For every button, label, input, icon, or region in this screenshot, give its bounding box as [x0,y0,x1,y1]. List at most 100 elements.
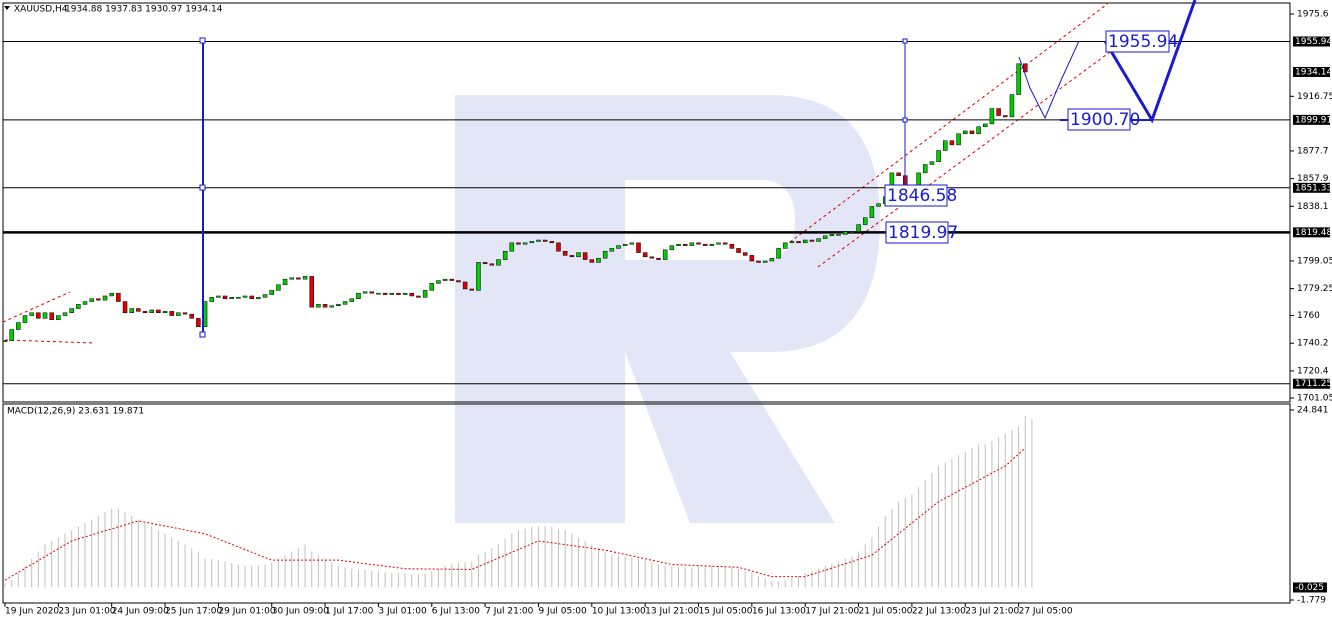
candle [16,322,21,330]
candle [442,278,448,281]
candle [129,308,134,314]
y-tick-label: 1916.75 [1297,92,1332,102]
x-tick-label: 25 Jun 17:00 [165,607,222,617]
candle [296,277,301,280]
candle [776,248,781,259]
candle [802,239,808,244]
macd-signal [4,447,1026,581]
candle [549,241,555,244]
candle [436,280,441,284]
candle [242,295,248,298]
x-tick-label: 15 Jul 05:00 [699,607,753,617]
candle [282,278,288,286]
x-tick-label: 13 Jul 21:00 [645,607,699,617]
candle [742,252,748,256]
candle [62,312,68,316]
level-label: 1899.91 [1295,115,1332,125]
candle [462,281,468,290]
candle [782,242,788,249]
candle [149,309,154,314]
candle [9,329,14,341]
candle [216,295,221,298]
candle [269,290,274,295]
candle [322,304,328,308]
candle [836,234,841,236]
candle [602,250,608,259]
candle [262,294,268,298]
candle [942,140,948,151]
candle [929,161,935,165]
candle [102,295,108,301]
candle [522,242,528,245]
candle [589,259,595,263]
candle [402,292,408,295]
y-tick-label: 1975.6 [1297,9,1329,19]
candle [342,301,348,305]
x-tick-label: 23 Jun 01:00 [58,607,115,617]
candle [656,257,661,260]
candle [36,312,41,319]
candle [822,235,828,239]
candle [329,305,335,308]
level-box [1293,378,1330,389]
candle [249,295,254,300]
candle [109,292,114,297]
x-tick-label: 19 Jun 2020 [5,607,59,617]
candle [336,304,341,307]
candle [56,315,61,320]
candle [182,312,188,315]
candle [489,263,495,266]
candle [416,295,421,298]
y-tick-label: 1720.4 [1297,366,1329,376]
candle [629,242,635,245]
annotation-boxes [884,30,1170,244]
candle [749,255,755,262]
candle [156,309,161,314]
candle [429,283,435,291]
level-box [1293,36,1330,47]
level-box [1293,114,1330,125]
candle [1009,94,1015,118]
candle [136,308,141,312]
level-box [1293,182,1330,193]
x-tick-label: 6 Jul 13:00 [432,607,481,617]
candle [369,291,375,294]
candle [49,312,54,320]
macd-label: MACD(12,26,9) 23.631 19.871 [7,407,144,417]
level-label: 1955.94 [1295,37,1332,47]
annotation: 1819.97 [888,223,958,243]
candle [349,298,355,302]
candle [116,292,121,302]
level-label: 1851.33 [1295,183,1332,193]
candle [709,243,715,246]
candle [302,276,308,280]
candle [89,298,94,302]
x-tick-label: 7 Jul 21:00 [485,607,534,617]
candle [949,140,955,146]
candle [622,243,628,246]
candle [469,288,475,291]
candle [762,260,768,263]
quote: 1934.88 1937.83 1930.97 1934.14 [65,5,223,15]
x-tick-label: 17 Jul 21:00 [805,607,859,617]
candle [576,252,581,258]
candle [536,239,541,242]
candle [936,150,941,162]
y-tick-label: 1838.1 [1297,202,1329,212]
x-tick-label: 29 Jun 01:00 [218,607,275,617]
macd-tick-label: 24.841 [1297,405,1329,415]
candle [962,130,968,134]
candle [222,295,228,300]
annotation: 1900.70 [1070,110,1140,130]
candle [1003,115,1008,118]
candle [209,297,214,302]
x-tick-label: 1 Jul 17:00 [325,607,374,617]
candle [676,243,681,246]
candle [702,243,708,246]
candle [769,257,775,262]
x-tick-label: 24 Jun 09:00 [112,607,169,617]
y-tick-label: 1799.05 [1297,256,1332,266]
y-tick-label: 1760 [1297,311,1320,321]
candle [236,297,241,299]
